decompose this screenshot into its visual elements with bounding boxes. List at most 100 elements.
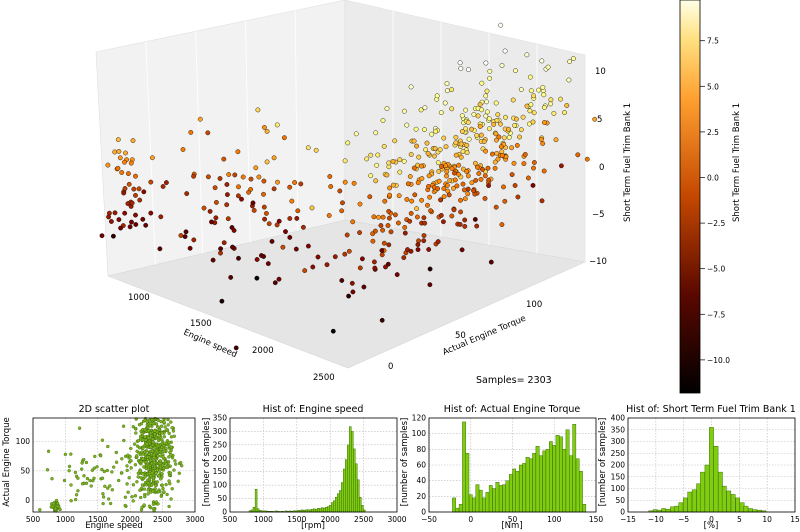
hist-bar xyxy=(691,489,697,513)
scatter3d-point xyxy=(542,105,547,110)
scatter3d-point xyxy=(498,144,504,150)
scatter2d-point xyxy=(161,466,166,470)
scatter2d-point xyxy=(161,463,165,467)
scatter3d-point xyxy=(510,97,516,103)
scatter2d-point xyxy=(161,455,165,459)
scatter3d-point xyxy=(422,105,428,111)
scatter2d-point xyxy=(148,421,153,426)
scatter3d-point xyxy=(444,173,449,179)
scatter3d-point xyxy=(412,192,418,198)
scatter3d-point xyxy=(498,22,504,28)
x-tick-label: −10 xyxy=(648,515,664,524)
scatter3d-point xyxy=(213,215,219,221)
scatter2d-point xyxy=(142,450,147,454)
scatter3d-point xyxy=(436,168,442,174)
y-tick-label: 100 xyxy=(213,481,228,490)
hist-bar xyxy=(549,441,553,513)
x-tick-label: 500 xyxy=(26,515,41,524)
scatter2d-point xyxy=(105,468,109,473)
hist-bar xyxy=(674,505,680,513)
scatter3d-point xyxy=(121,190,127,196)
scatter2d-point xyxy=(110,470,114,474)
scatter3d-point xyxy=(264,159,270,165)
scatter3d-point xyxy=(511,160,517,166)
scatter2d-point xyxy=(67,469,71,473)
scatter3d-point xyxy=(472,160,478,166)
scatter2d-point xyxy=(74,493,79,497)
scatter3d-point xyxy=(385,223,391,228)
x-tick-label: 150 xyxy=(589,515,604,524)
scatter2d-point xyxy=(100,476,105,480)
scatter3d-point xyxy=(441,186,447,191)
scatter3d-point xyxy=(502,198,508,204)
scatter3d-point xyxy=(401,158,407,164)
pane-floor xyxy=(106,219,587,369)
y-axis-label: Actual Engine Torque xyxy=(2,417,12,506)
scatter3d-point xyxy=(518,87,524,92)
scatter3d-point xyxy=(292,180,297,185)
scatter3d-point xyxy=(324,262,330,268)
y-tick-label: 50 xyxy=(615,496,625,505)
y-tick-label: 350 xyxy=(611,425,626,434)
scatter3d-point xyxy=(367,194,373,200)
scatter3d-point xyxy=(459,113,465,119)
z-tick-label: −10 xyxy=(589,257,607,267)
scatter3d-point xyxy=(415,242,421,248)
scatter3d-point xyxy=(112,149,118,155)
scatter2d-point xyxy=(145,420,149,424)
hist-bar xyxy=(735,497,741,513)
hist-bar xyxy=(661,508,667,513)
y-tick-label: 150 xyxy=(611,472,626,481)
scatter3d-point xyxy=(224,182,230,187)
scatter3d-point xyxy=(558,96,563,102)
scatter3d-point xyxy=(390,158,396,164)
scatter2d-point xyxy=(140,483,145,487)
scatter2d-point xyxy=(142,487,146,491)
y-tick-label: 50 xyxy=(217,494,227,503)
scatter3d-point xyxy=(453,152,459,158)
scatter3d-point xyxy=(332,254,338,260)
scatter3d-point xyxy=(524,52,530,58)
scatter3d-point xyxy=(458,197,463,203)
scatter2d-point xyxy=(108,501,113,506)
scatter3d-point xyxy=(373,178,379,184)
scatter2d-point xyxy=(148,441,152,446)
scatter3d-point xyxy=(401,255,407,261)
scatter3d-point xyxy=(444,88,450,94)
scatter2d-point xyxy=(89,484,93,488)
scatter3d-point xyxy=(476,171,482,176)
scatter2d-point xyxy=(130,495,134,499)
x-tick-label: 10 xyxy=(762,515,772,524)
scatter3d-point xyxy=(531,110,537,116)
scatter3d-point xyxy=(261,178,267,184)
scatter2d-point xyxy=(53,506,58,511)
scatter2d-point xyxy=(150,471,154,475)
scatter3d-point xyxy=(309,205,315,211)
scatter2d-point xyxy=(180,464,184,468)
scatter2d-point xyxy=(158,461,162,466)
hist-bar xyxy=(337,493,340,513)
scatter2d-point xyxy=(176,479,180,483)
scatter2d-point xyxy=(50,477,54,481)
scatter3d-point xyxy=(519,127,524,133)
scatter2d-point xyxy=(158,465,163,470)
scatter2d-point xyxy=(93,454,97,459)
scatter3d-point xyxy=(443,144,449,150)
scatter2d-point xyxy=(138,452,143,457)
hist-bar xyxy=(542,450,547,513)
scatter2d-point xyxy=(167,479,171,483)
scatter3d-point xyxy=(342,158,348,164)
hist-bar xyxy=(572,424,577,513)
scatter3d-point xyxy=(127,224,133,230)
hist-bar xyxy=(452,497,456,513)
scatter3d-point xyxy=(457,60,463,66)
scatter3d-point xyxy=(313,147,319,153)
scatter2d-point xyxy=(95,465,99,469)
scatter3d-point xyxy=(451,170,457,176)
scatter3d-point xyxy=(469,180,475,186)
scatter3d-point xyxy=(551,111,557,116)
scatter3d-point xyxy=(392,212,398,218)
x-tick-label: 1500 xyxy=(88,515,107,524)
hist-speed-panel: Hist of: Engine speed [rpm] [number of s… xyxy=(202,404,407,531)
scatter3d-point xyxy=(548,97,554,103)
